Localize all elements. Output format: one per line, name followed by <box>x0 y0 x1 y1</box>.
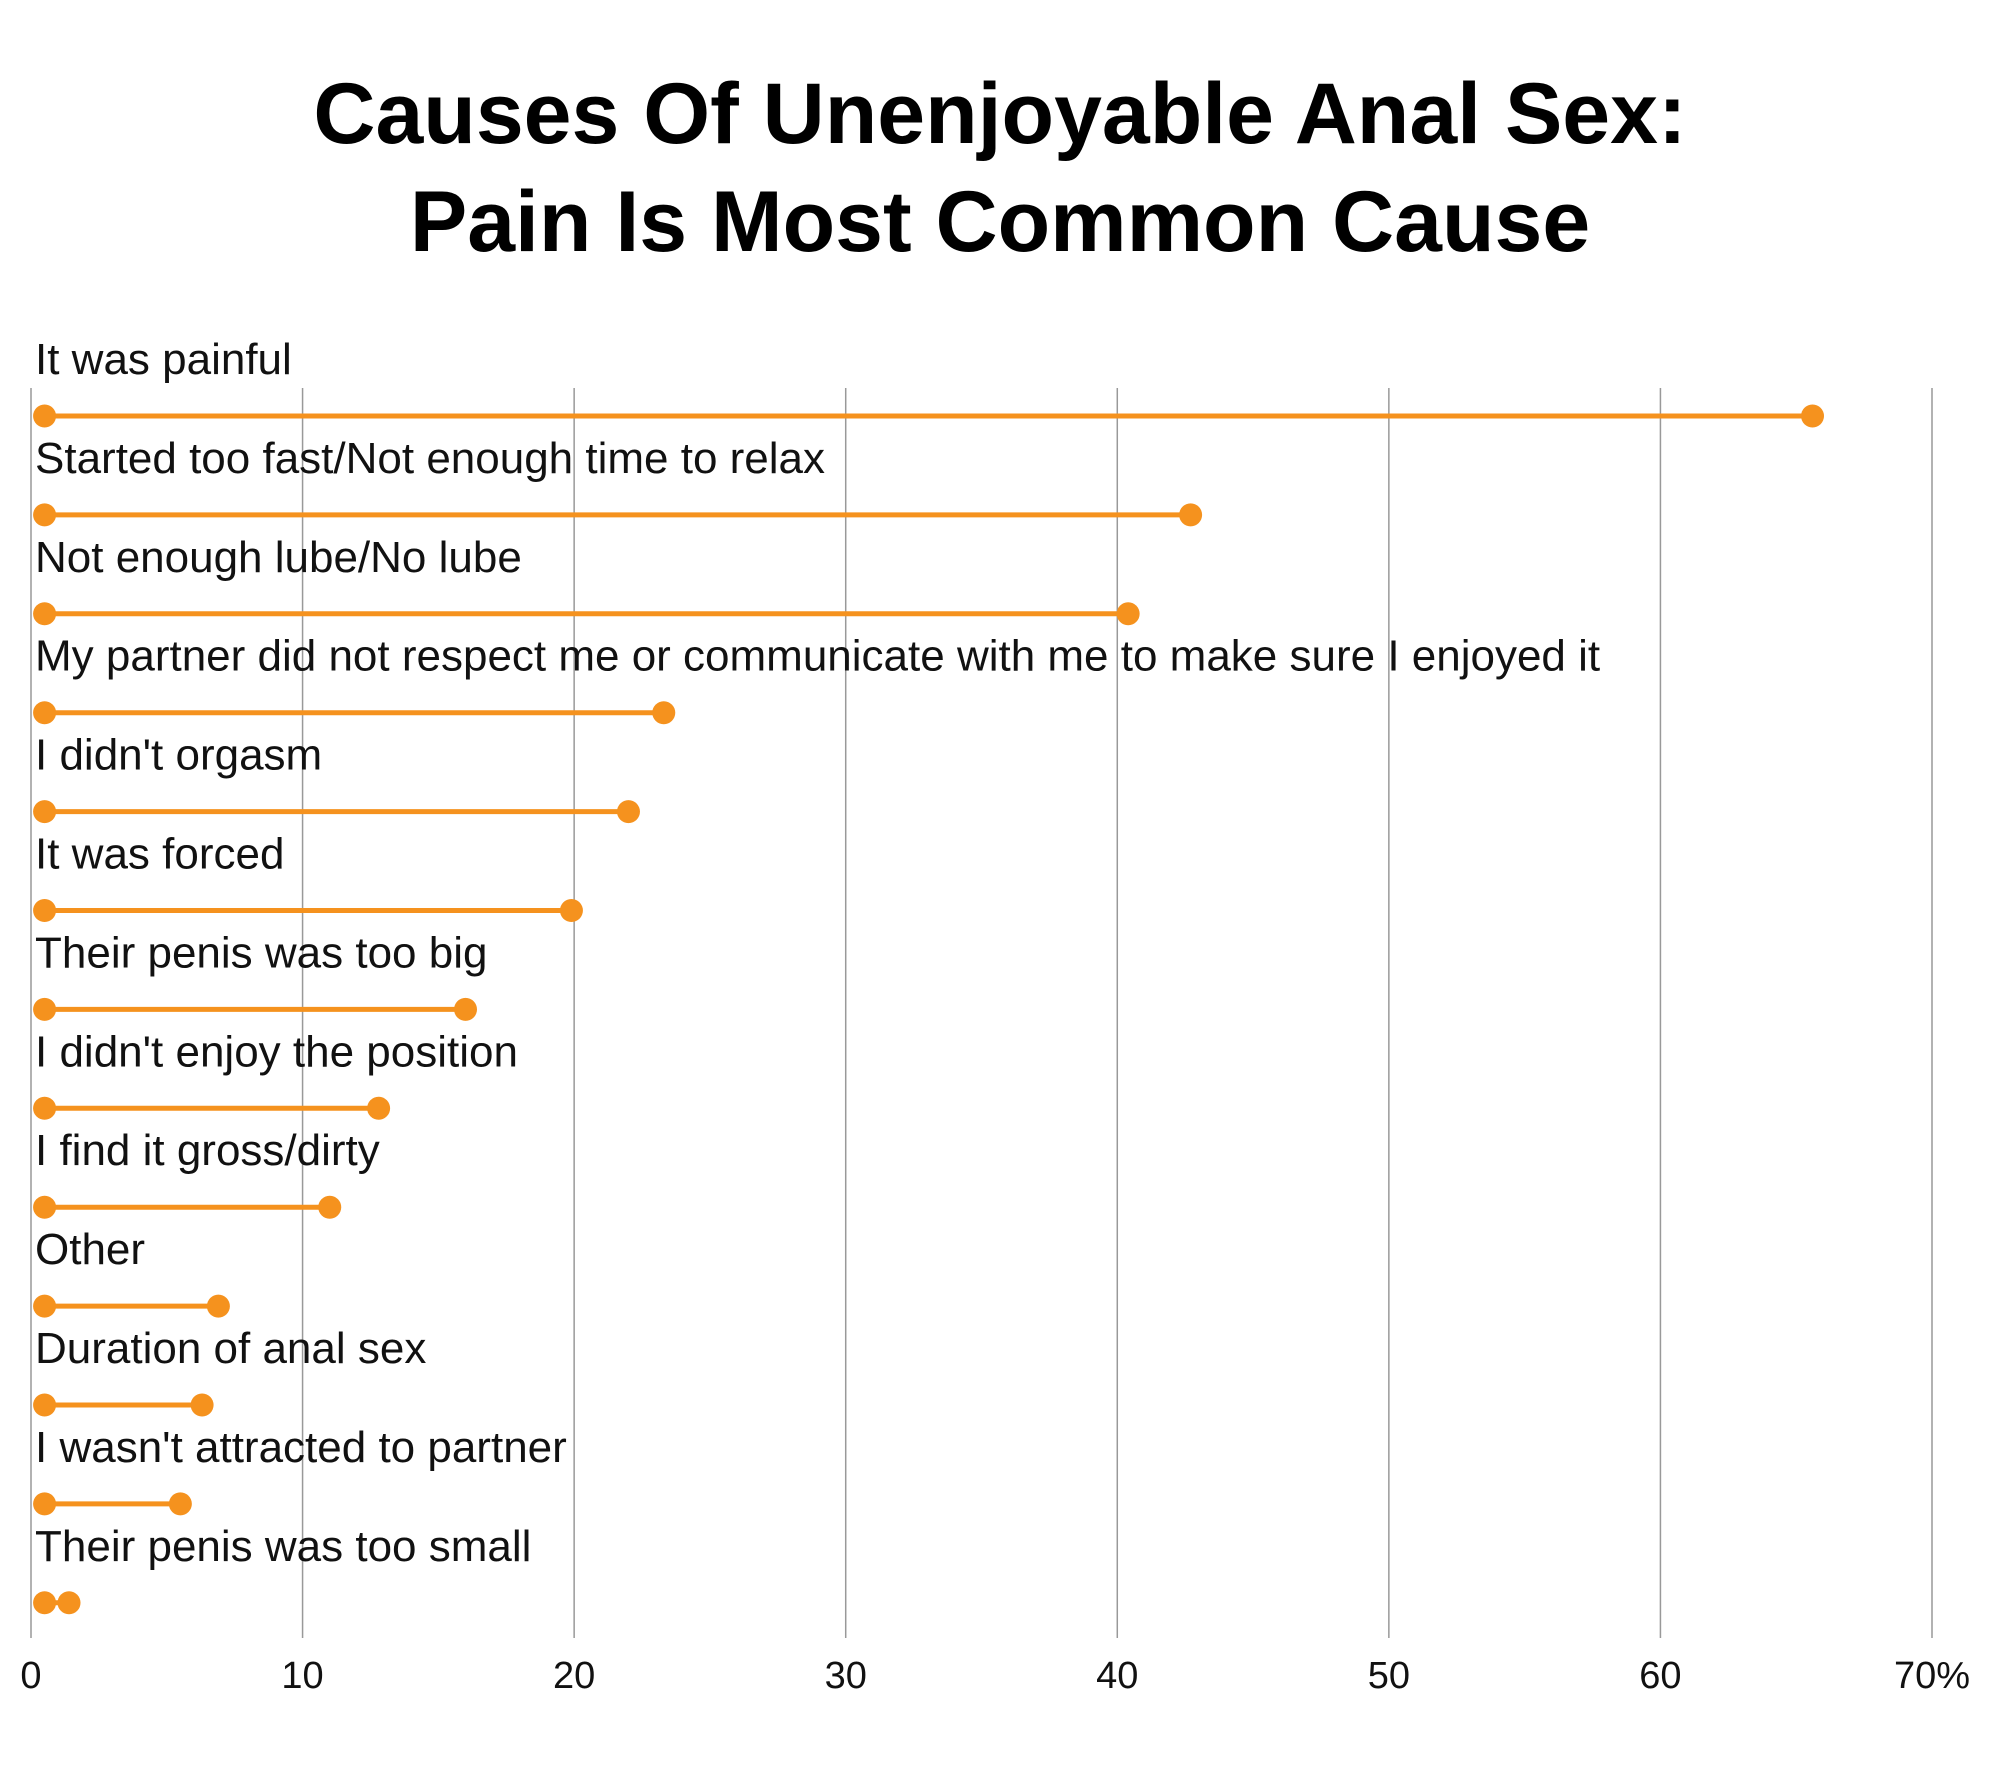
start-dot <box>33 1294 57 1318</box>
category-row: I didn't orgasm <box>33 731 640 824</box>
start-dot <box>33 1492 57 1516</box>
category-row: Not enough lube/No lube <box>33 533 1140 626</box>
category-label: I didn't orgasm <box>35 731 322 780</box>
start-dot <box>33 1195 57 1219</box>
category-label: Duration of anal sex <box>35 1324 426 1373</box>
category-label: Not enough lube/No lube <box>35 533 522 582</box>
value-dot <box>1801 404 1825 428</box>
category-label: I didn't enjoy the position <box>35 1027 518 1076</box>
category-label: I find it gross/dirty <box>35 1126 380 1175</box>
category-label: Their penis was too big <box>35 928 487 977</box>
start-dot <box>33 404 57 428</box>
category-label: It was painful <box>35 335 292 384</box>
value-dot <box>206 1294 230 1318</box>
value-dot <box>559 899 583 922</box>
value-dot <box>1179 503 1203 527</box>
category-row: Their penis was too big <box>33 928 487 1021</box>
category-row: It was painful <box>33 335 1825 428</box>
start-dot <box>33 701 57 725</box>
x-tick-label: 30 <box>825 1655 867 1697</box>
start-dot <box>33 800 57 824</box>
value-dot <box>1116 602 1140 626</box>
x-tick-label: 70% <box>1894 1655 1970 1697</box>
category-row: I wasn't attracted to partner <box>33 1423 567 1516</box>
chart-title-line: Pain Is Most Common Cause <box>410 174 1590 270</box>
start-dot <box>33 503 57 527</box>
category-row: I find it gross/dirty <box>33 1126 380 1219</box>
x-tick-label: 0 <box>20 1655 41 1697</box>
category-label: Started too fast/Not enough time to rela… <box>35 434 825 483</box>
data-series: It was painful Started too fast/Not enoug… <box>33 335 1825 1615</box>
start-dot <box>33 602 57 626</box>
start-dot <box>33 997 57 1021</box>
start-dot <box>33 899 57 922</box>
category-row: Duration of anal sex <box>33 1324 426 1417</box>
category-row: Their penis was too small <box>33 1522 531 1615</box>
value-dot <box>57 1591 81 1615</box>
value-dot <box>190 1393 214 1417</box>
category-label: It was forced <box>35 830 284 879</box>
category-row: I didn't enjoy the position <box>33 1027 518 1120</box>
start-dot <box>33 1096 57 1120</box>
category-label: My partner did not respect me or communi… <box>35 632 1600 681</box>
x-axis-ticks: 0 10 20 30 40 50 60 70% <box>20 1655 1970 1697</box>
x-tick-label: 50 <box>1368 1655 1410 1697</box>
value-dot <box>367 1096 391 1120</box>
x-tick-label: 10 <box>281 1655 323 1697</box>
x-tick-label: 20 <box>553 1655 595 1697</box>
chart-title-line: Causes Of Unenjoyable Anal Sex: <box>313 66 1686 162</box>
x-tick-label: 40 <box>1096 1655 1138 1697</box>
category-row: Started too fast/Not enough time to rela… <box>33 434 1203 527</box>
start-dot <box>33 1591 57 1615</box>
category-row: It was forced <box>33 830 583 922</box>
category-label: I wasn't attracted to partner <box>35 1423 567 1472</box>
value-dot <box>652 701 676 725</box>
chart-title: Causes Of Unenjoyable Anal Sex: Pain Is M… <box>313 66 1686 270</box>
value-dot <box>616 800 640 824</box>
start-dot <box>33 1393 57 1417</box>
category-label: Other <box>35 1225 145 1274</box>
value-dot <box>454 997 478 1021</box>
value-dot <box>168 1492 192 1516</box>
category-row: Other <box>33 1225 230 1318</box>
value-dot <box>318 1195 342 1219</box>
x-tick-label: 60 <box>1639 1655 1681 1697</box>
category-label: Their penis was too small <box>35 1522 531 1571</box>
gridlines <box>30 388 1933 1638</box>
category-row: My partner did not respect me or communi… <box>33 632 1600 725</box>
